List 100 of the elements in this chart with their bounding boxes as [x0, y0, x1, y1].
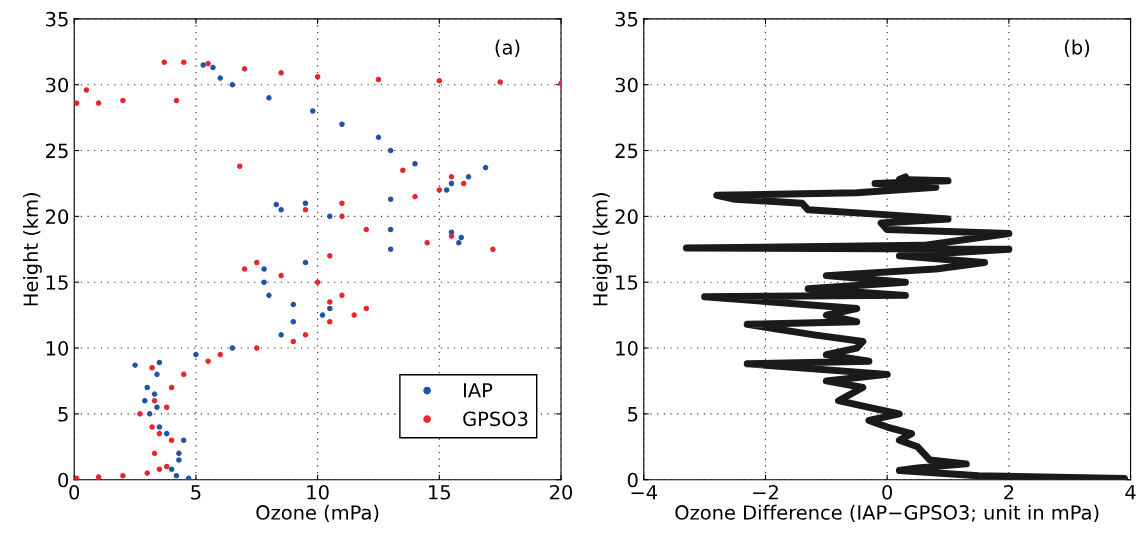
point	[205, 60, 211, 67]
point	[180, 59, 187, 66]
point	[151, 450, 158, 457]
point	[327, 213, 333, 220]
point	[351, 312, 357, 318]
point	[229, 345, 236, 351]
y-tick-label: 20	[46, 209, 69, 225]
point	[387, 226, 394, 233]
y-tick-label: 10	[46, 341, 69, 356]
point	[339, 121, 345, 127]
point	[448, 174, 455, 180]
point	[154, 404, 160, 411]
point	[278, 207, 284, 213]
point	[290, 338, 297, 345]
point	[163, 463, 170, 470]
point	[327, 305, 333, 312]
x-tick-label: −2	[753, 484, 778, 500]
x-tick-label: 5	[191, 485, 201, 500]
point	[168, 437, 175, 443]
point	[443, 187, 450, 193]
point	[137, 411, 143, 417]
y-tick-label: 20	[615, 209, 638, 225]
y-tick-label: 35	[46, 11, 68, 27]
point	[156, 466, 163, 472]
point	[400, 167, 406, 174]
point	[302, 259, 309, 266]
point	[132, 362, 138, 368]
point	[217, 75, 224, 81]
point	[314, 279, 321, 285]
y-tick-label: 15	[616, 275, 638, 290]
point	[290, 318, 297, 325]
point	[458, 234, 465, 241]
point	[163, 430, 170, 437]
point	[387, 246, 394, 253]
point	[448, 180, 455, 187]
point	[266, 292, 272, 299]
x-axis-title: Ozone (mPa)	[256, 504, 379, 523]
point	[327, 253, 333, 259]
point	[266, 95, 272, 101]
point	[217, 351, 224, 358]
x-tick-label: 2	[1004, 484, 1014, 500]
point	[460, 180, 467, 187]
point	[448, 233, 455, 239]
point	[339, 213, 345, 220]
annotation: (b)	[1064, 39, 1090, 57]
point	[120, 97, 126, 104]
point	[236, 163, 243, 170]
y-axis-title: Height (km)	[23, 193, 42, 306]
point	[490, 246, 496, 253]
point	[74, 100, 80, 106]
point	[339, 292, 345, 299]
point	[302, 207, 309, 213]
point	[156, 424, 163, 430]
point	[95, 474, 102, 480]
x-tick-label: 0	[69, 484, 80, 500]
point	[309, 108, 316, 114]
point	[200, 62, 207, 68]
point	[339, 200, 345, 206]
y-tick-label: 25	[615, 143, 638, 159]
point	[278, 272, 284, 279]
point	[424, 239, 430, 246]
point	[180, 371, 187, 378]
point	[241, 266, 248, 272]
point	[302, 200, 309, 206]
x-tick-label: 10	[307, 484, 329, 500]
point	[180, 437, 187, 443]
x-axis-title: Ozone Difference (IAP−GPSO3; unit in mPa)	[675, 504, 1099, 523]
point	[363, 226, 370, 233]
x-tick-label: 20	[550, 484, 573, 500]
point	[436, 77, 443, 84]
point	[168, 384, 175, 391]
point	[254, 259, 260, 266]
point	[375, 76, 382, 83]
point	[168, 466, 175, 472]
point	[144, 470, 151, 476]
point	[156, 430, 163, 437]
point	[83, 87, 90, 93]
point	[497, 79, 503, 85]
y-tick-label: 15	[46, 275, 68, 290]
point	[278, 332, 284, 338]
point	[95, 100, 102, 106]
point	[278, 70, 284, 76]
x-tick-label: 15	[429, 485, 450, 500]
point	[241, 66, 248, 72]
x-tick-label: 0	[882, 484, 893, 500]
point	[261, 279, 267, 285]
y-tick-label: 10	[616, 341, 638, 356]
annotation: (a)	[495, 39, 520, 57]
point	[151, 397, 158, 404]
point	[154, 371, 160, 378]
point	[261, 266, 267, 272]
point	[210, 64, 216, 71]
point	[156, 359, 163, 366]
point	[290, 301, 297, 308]
point	[142, 397, 148, 404]
point	[176, 450, 182, 457]
point	[176, 457, 182, 463]
y-tick-label: 35	[615, 11, 638, 27]
point	[327, 318, 333, 325]
y-tick-label: 30	[615, 77, 638, 93]
